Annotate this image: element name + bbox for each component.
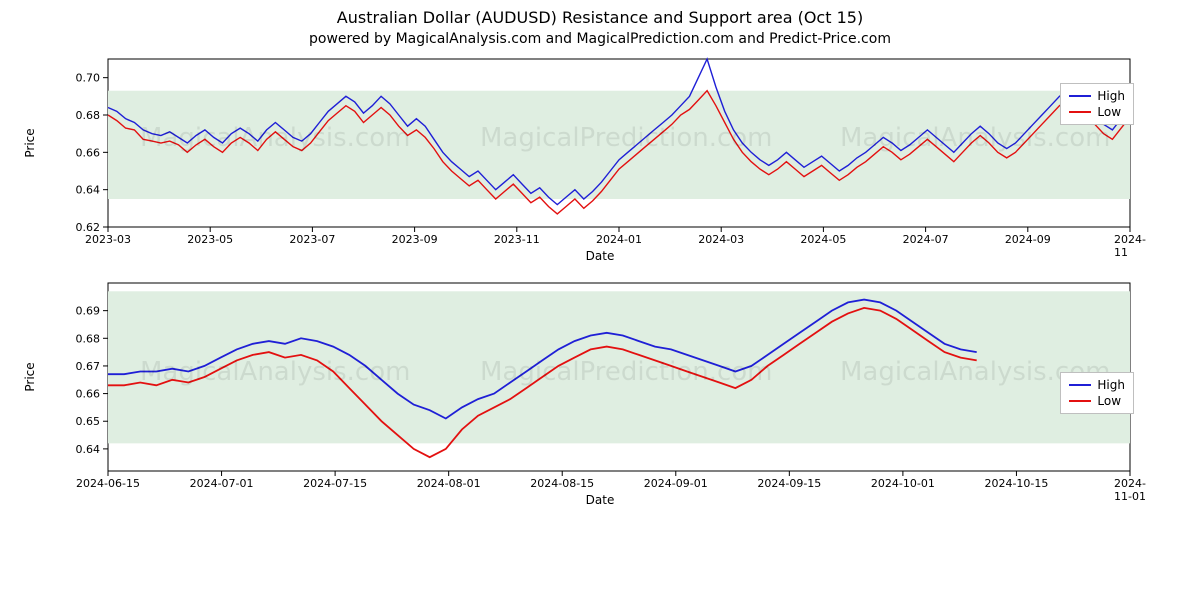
x-ticks-bottom: 2024-06-15 2024-07-01 2024-07-15 2024-08-01… <box>60 477 1140 491</box>
legend-swatch-high <box>1069 95 1091 97</box>
x-tick-label: 2024-11-01 <box>1114 477 1146 503</box>
svg-text:0.62: 0.62 <box>76 221 101 233</box>
x-tick-label: 2024-05 <box>800 233 846 246</box>
x-tick-label: 2024-11 <box>1114 233 1146 259</box>
legend-item-low: Low <box>1069 393 1125 409</box>
x-ticks-top: 2023-03 2023-05 2023-07 2023-09 2023-11 2024-… <box>60 233 1140 247</box>
svg-text:0.66: 0.66 <box>76 388 101 401</box>
x-tick-label: 2023-07 <box>289 233 335 246</box>
legend-item-high: High <box>1069 88 1125 104</box>
legend-label-low: Low <box>1097 393 1121 409</box>
svg-text:0.67: 0.67 <box>76 360 101 373</box>
legend-swatch-high <box>1069 384 1091 386</box>
x-tick-label: 2023-05 <box>187 233 233 246</box>
x-tick-label: 2024-08-01 <box>417 477 481 490</box>
x-tick-label: 2024-07 <box>903 233 949 246</box>
legend: High Low <box>1060 83 1134 125</box>
x-axis-label: Date <box>0 249 1200 263</box>
top-chart: Price 0.620.640.660.680.70 MagicalAnalys… <box>60 53 1140 233</box>
x-tick-label: 2024-10-15 <box>984 477 1048 490</box>
x-axis-label: Date <box>0 493 1200 507</box>
legend-swatch-low <box>1069 400 1091 402</box>
svg-text:0.68: 0.68 <box>76 109 101 122</box>
legend-label-high: High <box>1097 377 1125 393</box>
x-tick-label: 2024-06-15 <box>76 477 140 490</box>
legend-item-low: Low <box>1069 104 1125 120</box>
y-axis-label: Price <box>23 362 37 391</box>
x-tick-label: 2023-09 <box>392 233 438 246</box>
svg-text:0.64: 0.64 <box>76 443 101 456</box>
legend-label-high: High <box>1097 88 1125 104</box>
x-tick-label: 2024-09-15 <box>757 477 821 490</box>
x-tick-label: 2024-07-15 <box>303 477 367 490</box>
svg-text:0.64: 0.64 <box>76 184 101 197</box>
bottom-chart: Price 0.640.650.660.670.680.69 MagicalAn… <box>60 277 1140 477</box>
legend-label-low: Low <box>1097 104 1121 120</box>
legend-item-high: High <box>1069 377 1125 393</box>
x-tick-label: 2024-07-01 <box>190 477 254 490</box>
svg-text:0.66: 0.66 <box>76 146 101 159</box>
x-tick-label: 2024-03 <box>698 233 744 246</box>
x-tick-label: 2024-08-15 <box>530 477 594 490</box>
legend: High Low <box>1060 372 1134 414</box>
y-axis-label: Price <box>23 128 37 157</box>
x-tick-label: 2023-03 <box>85 233 131 246</box>
x-tick-label: 2024-10-01 <box>871 477 935 490</box>
svg-text:0.68: 0.68 <box>76 332 101 345</box>
chart-title: Australian Dollar (AUDUSD) Resistance an… <box>0 0 1200 27</box>
top-chart-svg: 0.62 0.64 0.66 0.68 0.70 <box>60 53 1140 233</box>
svg-text:0.70: 0.70 <box>76 72 101 85</box>
x-tick-label: 2023-11 <box>494 233 540 246</box>
legend-swatch-low <box>1069 111 1091 113</box>
svg-text:0.69: 0.69 <box>76 305 101 318</box>
bottom-chart-svg: 0.64 0.65 0.66 0.67 0.68 0.69 <box>60 277 1140 477</box>
chart-subtitle: powered by MagicalAnalysis.com and Magic… <box>0 27 1200 47</box>
x-tick-label: 2024-09 <box>1005 233 1051 246</box>
x-tick-label: 2024-09-01 <box>644 477 708 490</box>
svg-text:0.65: 0.65 <box>76 415 101 428</box>
x-tick-label: 2024-01 <box>596 233 642 246</box>
